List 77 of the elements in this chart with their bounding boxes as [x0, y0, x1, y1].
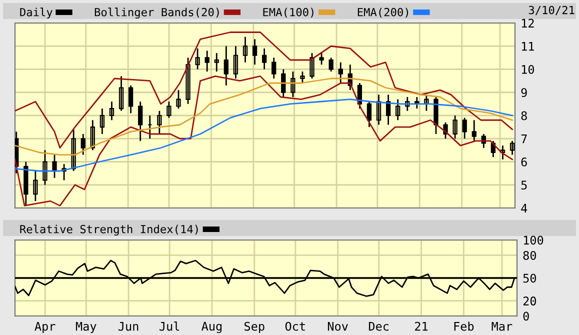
y-tick-label: 50	[523, 274, 536, 283]
candlestick	[128, 84, 134, 114]
x-tick-label: Jun	[118, 322, 138, 331]
candlestick	[510, 140, 515, 156]
y-tick-label: 20	[523, 296, 536, 306]
candlestick	[281, 68, 286, 98]
candlestick	[204, 50, 210, 72]
x-tick-label: Apr	[34, 322, 56, 334]
candlestick	[62, 163, 66, 181]
line-series	[15, 98, 513, 172]
x-tick-label: Dec	[368, 322, 389, 331]
candlestick	[214, 52, 219, 72]
y-tick-label: 8	[521, 111, 527, 120]
candlestick	[224, 45, 228, 86]
x-tick-label: Oct	[285, 322, 305, 331]
legend-label: Bollinger Bands(20)	[94, 8, 219, 19]
legend-label: Daily	[20, 8, 52, 18]
candlestick	[42, 149, 48, 186]
candlestick	[290, 70, 296, 98]
candlestick	[300, 70, 305, 84]
candlestick	[80, 133, 86, 156]
candlestick	[338, 62, 343, 84]
candlestick	[262, 48, 267, 70]
y-tick-label: 12	[522, 18, 534, 28]
candlestick	[166, 100, 172, 119]
candlestick	[405, 96, 410, 112]
candlestick	[319, 52, 324, 66]
candlestick	[472, 119, 476, 142]
candlestick	[272, 56, 276, 80]
x-tick-label: May	[76, 322, 96, 334]
y-tick-label: 80	[523, 250, 536, 260]
candlestick	[233, 45, 238, 80]
candlestick	[100, 108, 105, 135]
x-tick-label: Nov	[328, 322, 348, 331]
candlestick	[328, 56, 334, 72]
y-tick-label: 100	[524, 236, 544, 245]
legend-label: Relative Strength Index(14)	[20, 224, 198, 236]
x-tick-label: Jul	[160, 322, 180, 331]
candlestick	[366, 100, 372, 128]
candlestick	[186, 56, 190, 105]
candlestick	[52, 154, 57, 179]
line-series	[15, 260, 515, 297]
y-tick-label: 4	[521, 204, 528, 213]
candlestick	[90, 119, 95, 151]
y-tick-label: 7	[521, 134, 527, 144]
candlestick	[462, 117, 467, 140]
candlestick	[109, 100, 114, 121]
x-tick-label: Aug	[202, 322, 222, 334]
candlestick	[157, 110, 162, 135]
candlestick	[33, 170, 38, 202]
x-tick-label: 21	[415, 322, 428, 331]
candlestick	[396, 98, 400, 121]
candlestick	[500, 144, 506, 160]
candlestick	[118, 75, 124, 112]
candlestick	[176, 89, 181, 110]
x-tick-label: Mar	[492, 322, 512, 331]
candlestick	[252, 38, 258, 66]
candlestick	[71, 128, 76, 172]
y-tick-label: 10	[522, 65, 534, 74]
candlestick	[242, 36, 248, 64]
candlestick	[424, 94, 429, 112]
y-tick-label: 5	[521, 180, 527, 190]
candlestick	[376, 94, 382, 126]
candlestick	[310, 52, 314, 80]
y-tick-label: 11	[522, 42, 534, 51]
y-tick-label: 6	[521, 158, 527, 166]
candlestick	[452, 114, 458, 140]
candlestick	[138, 100, 143, 142]
y-tick-label: 9	[521, 88, 527, 98]
text: 3/10/21	[528, 6, 574, 16]
x-tick-label: Sep	[244, 322, 264, 334]
candlestick	[195, 48, 200, 70]
x-tick-label: Feb	[454, 322, 474, 331]
legend-label: EMA(100)	[263, 8, 314, 18]
y-tick-label: 0	[523, 312, 529, 321]
line-series	[15, 32, 513, 149]
legend-label: EMA(200)	[358, 8, 408, 18]
